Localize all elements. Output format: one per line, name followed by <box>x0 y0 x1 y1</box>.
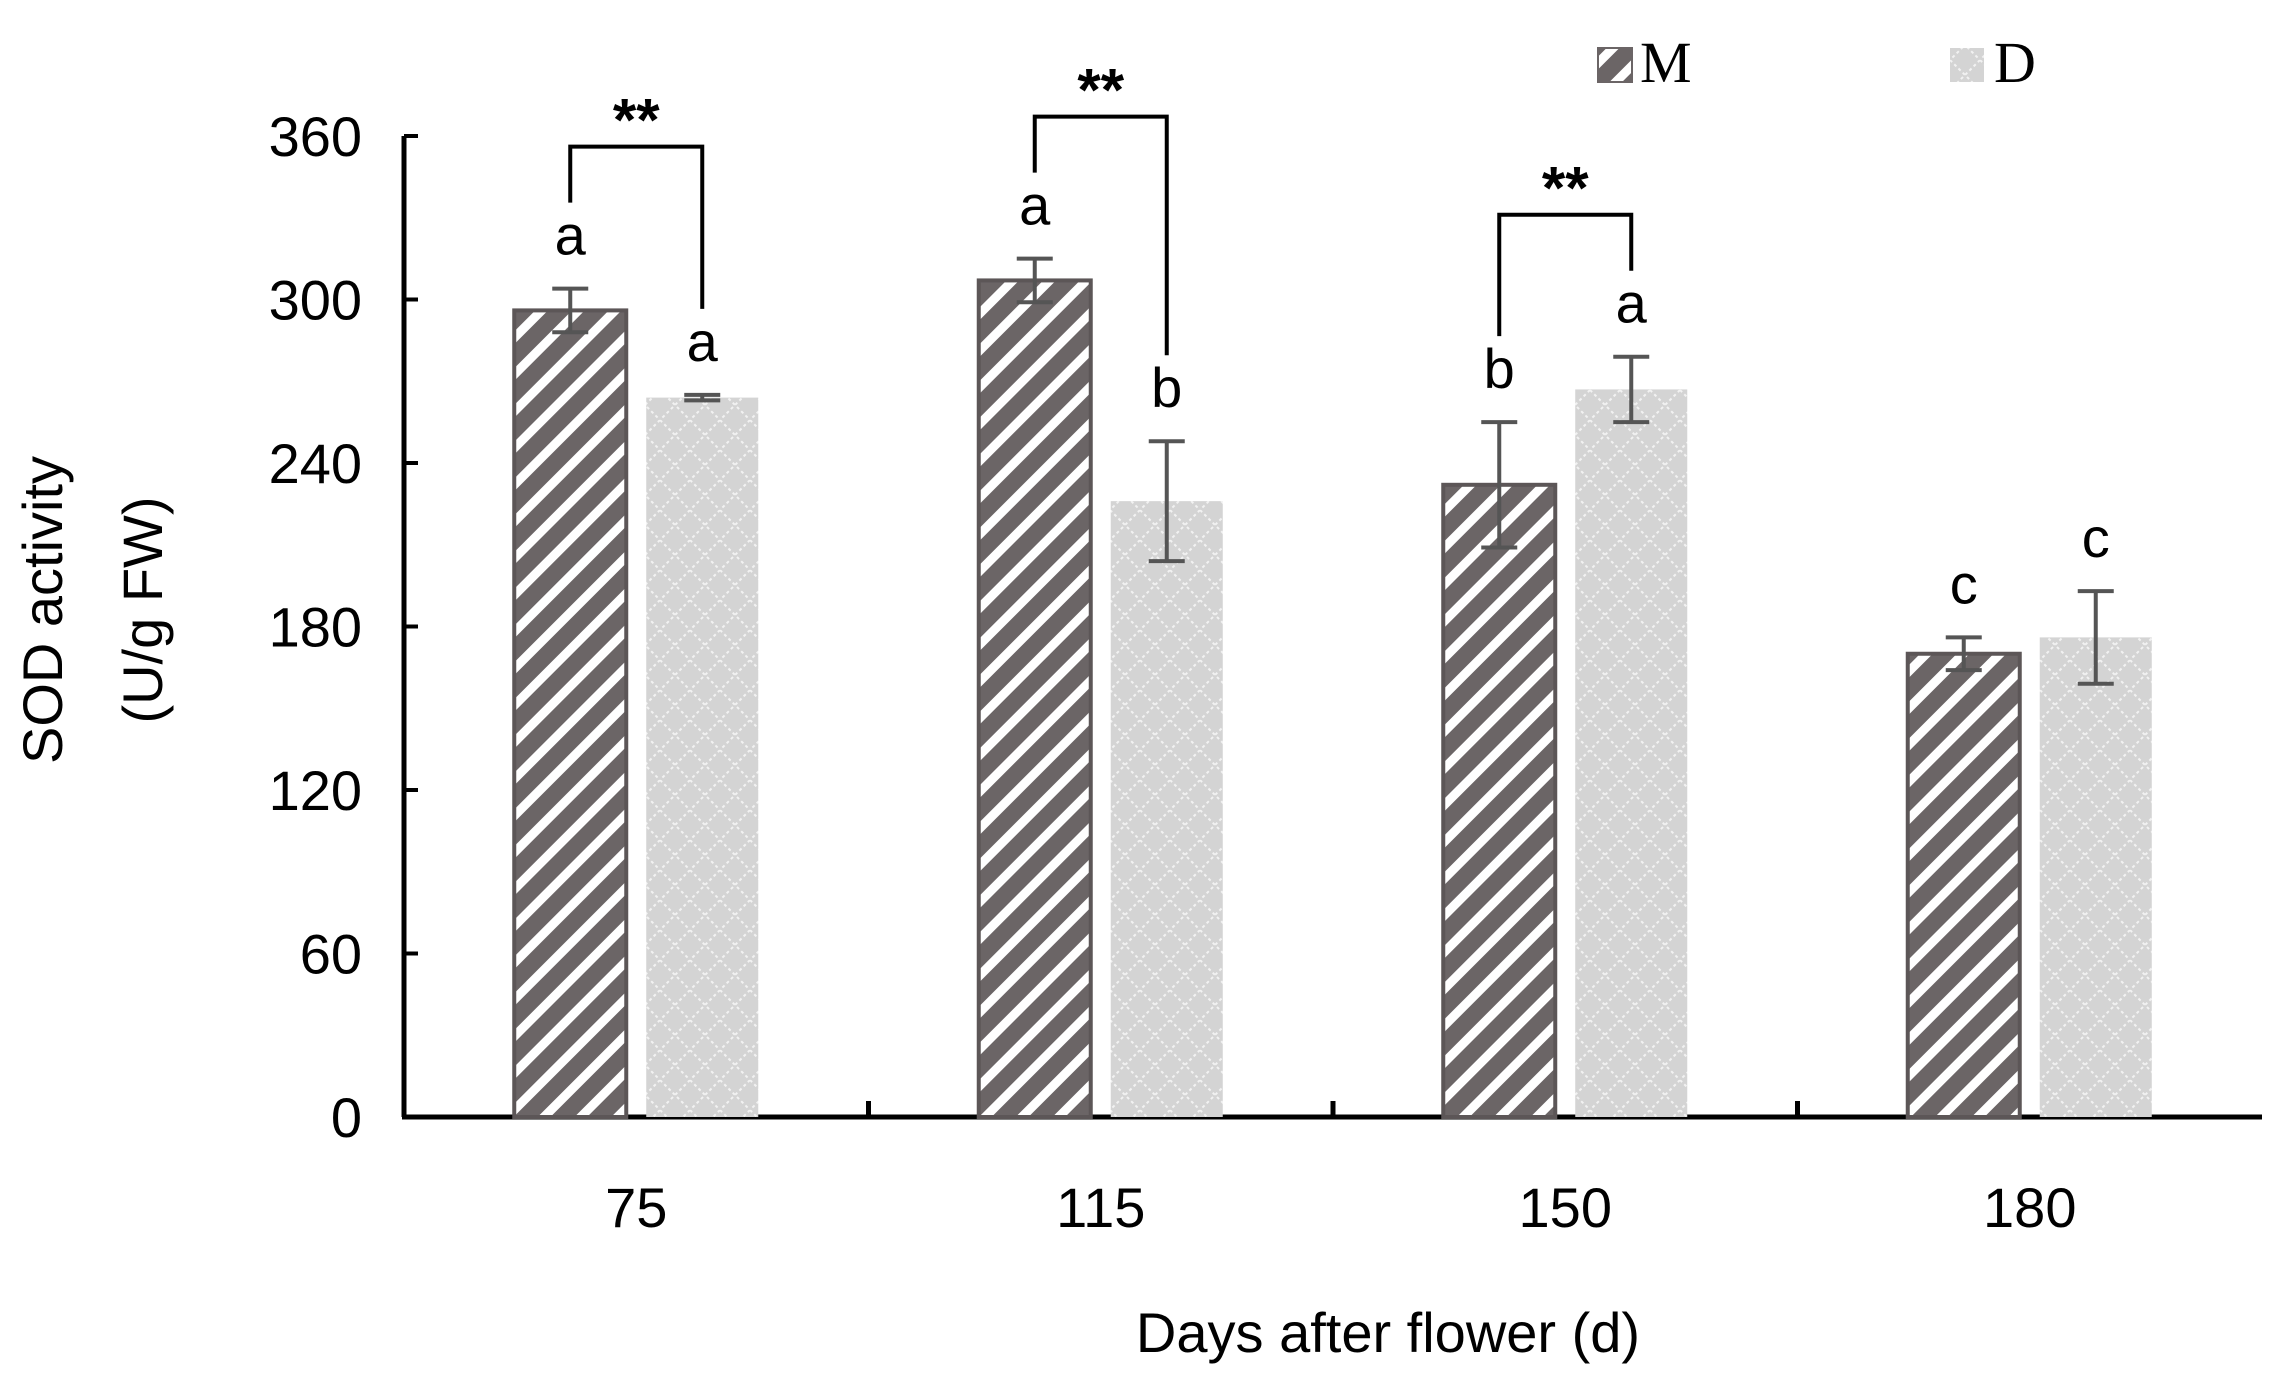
significance-bracket <box>1032 114 1169 356</box>
bar-d-75 <box>646 397 759 1118</box>
x-tick-label: 75 <box>605 1176 667 1239</box>
significance-letter: a <box>1019 174 1051 237</box>
legend-label-d: D <box>1994 30 2036 95</box>
significance-stars: ** <box>613 87 660 154</box>
y-axis-title-line1: SOD activity <box>11 456 74 764</box>
legend-swatch-m <box>1597 47 1633 83</box>
x-tick-label: 115 <box>1056 1176 1145 1239</box>
y-tick-label: 300 <box>269 269 362 332</box>
x-tick-label: 150 <box>1519 1176 1612 1239</box>
legend: M D <box>1597 30 2036 95</box>
significance-stars: ** <box>1077 57 1124 124</box>
significance-bracket <box>1497 212 1634 337</box>
bar-d-180 <box>2039 637 2152 1117</box>
y-tick-label: 0 <box>331 1086 362 1149</box>
bar-m-115 <box>976 278 1093 1119</box>
y-tick-label: 60 <box>300 923 362 986</box>
bar-m-75 <box>512 308 629 1119</box>
bar-m-180 <box>1905 651 2022 1119</box>
significance-letter: a <box>555 204 587 267</box>
y-tick-label: 360 <box>269 105 362 168</box>
y-tick-label: 240 <box>269 432 362 495</box>
y-tick-label: 180 <box>269 596 362 659</box>
x-tick-label: 180 <box>1983 1176 2076 1239</box>
significance-letter: c <box>2082 506 2110 569</box>
significance-bracket <box>568 144 705 309</box>
significance-letter: c <box>1950 552 1978 615</box>
plot-area: 0 60 120 180 240 300 360 a a 75 a b 115 b a 150 c c 180 ** *… <box>269 57 2262 1239</box>
significance-letter: a <box>687 310 719 373</box>
significance-stars: ** <box>1542 155 1589 222</box>
bar-d-150 <box>1575 389 1688 1117</box>
y-axis-title-line2: (U/g FW) <box>111 496 174 723</box>
legend-swatch-d <box>1950 48 1984 82</box>
x-axis-title: Days after flower (d) <box>1136 1301 1640 1364</box>
bar-d-115 <box>1110 501 1223 1117</box>
bar-m-150 <box>1441 482 1558 1119</box>
significance-letter: b <box>1484 337 1515 400</box>
significance-letter: b <box>1151 356 1182 419</box>
y-tick-label: 120 <box>269 759 362 822</box>
significance-letter: a <box>1616 272 1648 335</box>
legend-label-m: M <box>1640 30 1692 95</box>
